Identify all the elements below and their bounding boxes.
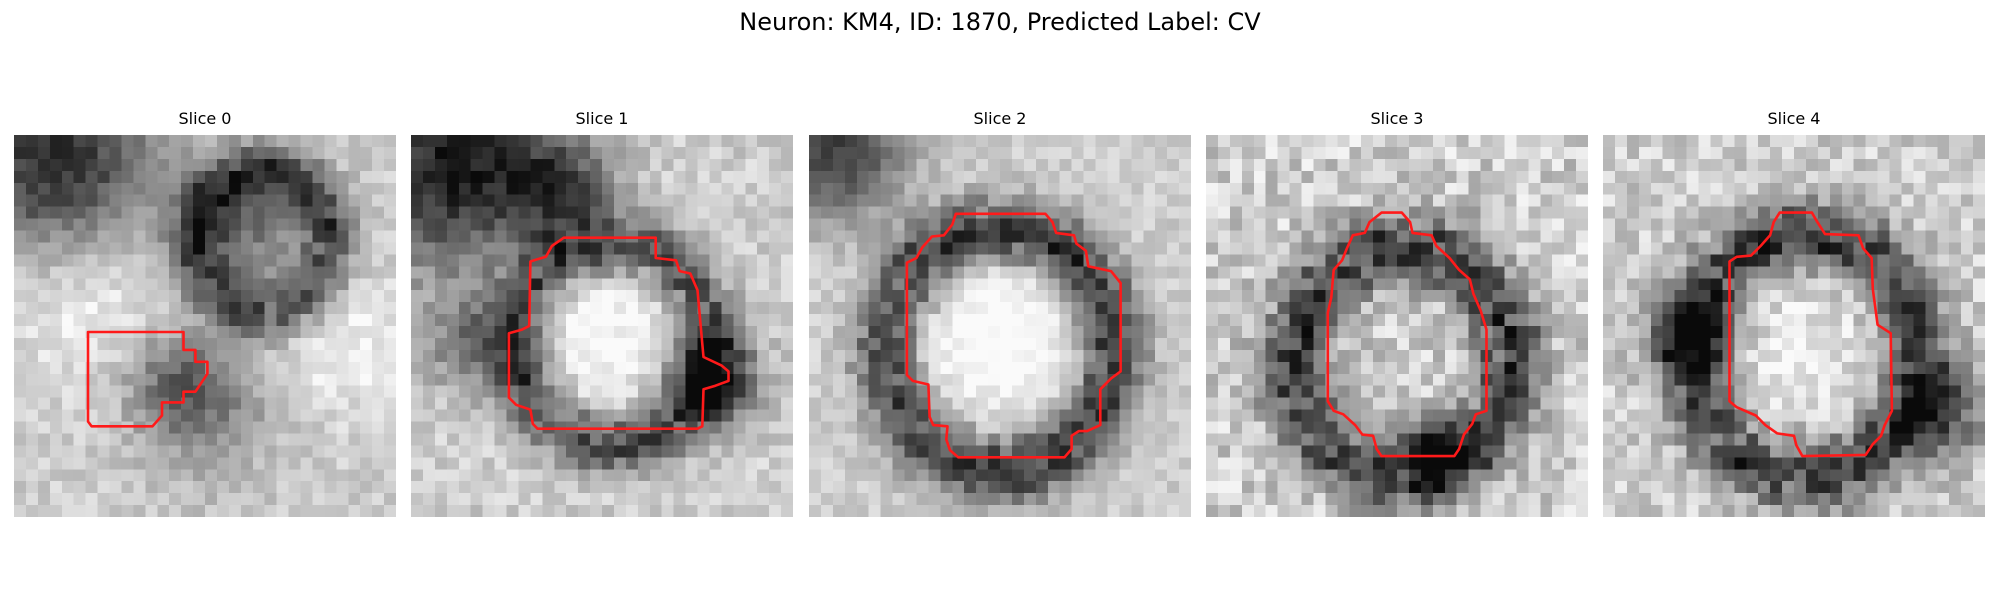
slice-image	[14, 135, 396, 517]
contour-outline	[905, 212, 1122, 459]
slice-image-frame	[411, 135, 793, 517]
slice-image	[809, 135, 1191, 517]
slice-panel-3: Slice 3	[1206, 108, 1588, 517]
contour-outline	[1326, 211, 1488, 458]
segmentation-contour	[905, 212, 1122, 459]
slice-title: Slice 3	[1370, 109, 1424, 128]
segmentation-contour	[1326, 211, 1488, 458]
figure-title: Neuron: KM4, ID: 1870, Predicted Label: …	[739, 8, 1261, 36]
slice-title: Slice 2	[973, 109, 1027, 128]
slice-image-frame	[809, 135, 1191, 517]
segmentation-contour	[507, 236, 730, 431]
slice-image-frame	[14, 135, 396, 517]
slice-title: Slice 0	[178, 109, 232, 128]
slice-image	[1206, 135, 1588, 517]
segmentation-contour	[86, 330, 209, 428]
contour-outline	[1728, 211, 1894, 458]
segmentation-contour	[1728, 211, 1894, 458]
slice-image	[1603, 135, 1985, 517]
slice-image-frame	[1206, 135, 1588, 517]
slice-title: Slice 4	[1767, 109, 1821, 128]
slice-title: Slice 1	[575, 109, 629, 128]
contour-outline	[507, 236, 730, 431]
slice-panel-2: Slice 2	[809, 108, 1191, 517]
slice-panel-4: Slice 4	[1603, 108, 1985, 517]
slice-image	[411, 135, 793, 517]
contour-outline	[86, 330, 209, 428]
slice-panel-0: Slice 0	[14, 108, 396, 517]
slice-panel-1: Slice 1	[411, 108, 793, 517]
slice-image-frame	[1603, 135, 1985, 517]
